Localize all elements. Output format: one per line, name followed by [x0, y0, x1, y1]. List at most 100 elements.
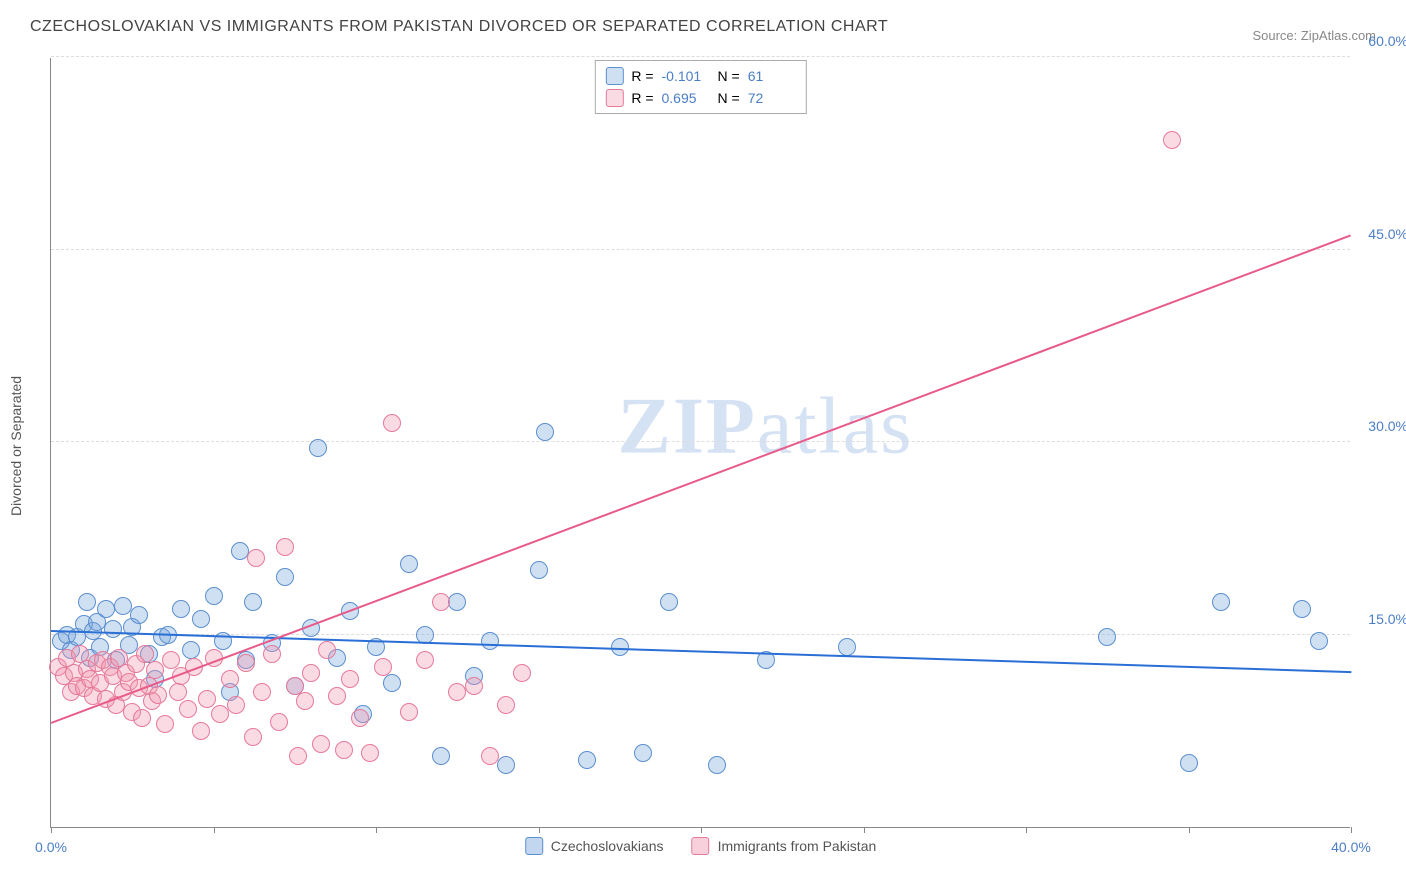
data-point	[481, 632, 499, 650]
legend-r-label: R =	[631, 68, 653, 84]
data-point	[432, 593, 450, 611]
data-point	[309, 439, 327, 457]
data-point	[465, 677, 483, 695]
legend-swatch	[692, 837, 710, 855]
data-point	[400, 555, 418, 573]
data-point	[1180, 754, 1198, 772]
data-point	[182, 641, 200, 659]
legend-row: R = -0.101 N = 61	[605, 65, 795, 87]
data-point	[400, 703, 418, 721]
data-point	[351, 709, 369, 727]
data-point	[318, 641, 336, 659]
x-tick-mark	[51, 827, 52, 833]
data-point	[416, 651, 434, 669]
legend-item: Immigrants from Pakistan	[692, 837, 877, 855]
x-tick-mark	[864, 827, 865, 833]
legend-n-label: N =	[718, 68, 740, 84]
x-tick-mark	[214, 827, 215, 833]
gridline	[51, 634, 1350, 635]
data-point	[192, 722, 210, 740]
data-point	[1098, 628, 1116, 646]
data-point	[289, 747, 307, 765]
data-point	[481, 747, 499, 765]
data-point	[130, 606, 148, 624]
legend-n-label: N =	[718, 90, 740, 106]
data-point	[97, 600, 115, 618]
data-point	[536, 423, 554, 441]
data-point	[497, 696, 515, 714]
x-tick-label: 40.0%	[1331, 839, 1371, 855]
y-axis-label: Divorced or Separated	[8, 376, 24, 516]
data-point	[838, 638, 856, 656]
data-point	[335, 741, 353, 759]
data-point	[296, 692, 314, 710]
data-point	[237, 654, 255, 672]
data-point	[104, 620, 122, 638]
data-point	[192, 610, 210, 628]
data-point	[211, 705, 229, 723]
data-point	[302, 664, 320, 682]
data-point	[253, 683, 271, 701]
data-point	[448, 593, 466, 611]
data-point	[513, 664, 531, 682]
gridline	[51, 441, 1350, 442]
legend-swatch	[525, 837, 543, 855]
y-tick-label: 30.0%	[1368, 418, 1406, 434]
data-point	[133, 709, 151, 727]
data-point	[247, 549, 265, 567]
data-point	[205, 587, 223, 605]
x-tick-mark	[1189, 827, 1190, 833]
correlation-legend: R = -0.101N = 61R = 0.695N = 72	[594, 60, 806, 114]
chart-title: CZECHOSLOVAKIAN VS IMMIGRANTS FROM PAKIS…	[30, 18, 888, 36]
data-point	[1293, 600, 1311, 618]
legend-label: Czechoslovakians	[551, 838, 664, 854]
data-point	[169, 683, 187, 701]
data-point	[270, 713, 288, 731]
series-legend: Czechoslovakians Immigrants from Pakistan	[525, 837, 877, 855]
legend-swatch	[605, 67, 623, 85]
x-tick-mark	[539, 827, 540, 833]
legend-label: Immigrants from Pakistan	[718, 838, 877, 854]
data-point	[156, 715, 174, 733]
x-tick-mark	[376, 827, 377, 833]
data-point	[198, 690, 216, 708]
data-point	[578, 751, 596, 769]
x-tick-mark	[1351, 827, 1352, 833]
y-tick-label: 45.0%	[1368, 226, 1406, 242]
data-point	[172, 600, 190, 618]
data-point	[383, 414, 401, 432]
plot-area: ZIPatlas R = -0.101N = 61R = 0.695N = 72…	[50, 58, 1350, 828]
legend-r-label: R =	[631, 90, 653, 106]
data-point	[530, 561, 548, 579]
legend-r-value: 0.695	[662, 90, 710, 106]
data-point	[383, 674, 401, 692]
data-point	[276, 568, 294, 586]
data-point	[179, 700, 197, 718]
data-point	[244, 593, 262, 611]
legend-swatch	[605, 89, 623, 107]
data-point	[244, 728, 262, 746]
data-point	[149, 686, 167, 704]
data-point	[432, 747, 450, 765]
gridline	[51, 56, 1350, 57]
data-point	[497, 756, 515, 774]
gridline	[51, 249, 1350, 250]
data-point	[1310, 632, 1328, 650]
y-tick-label: 60.0%	[1368, 33, 1406, 49]
data-point	[361, 744, 379, 762]
data-point	[227, 696, 245, 714]
data-point	[1163, 131, 1181, 149]
data-point	[634, 744, 652, 762]
data-point	[328, 687, 346, 705]
x-tick-mark	[1026, 827, 1027, 833]
watermark: ZIPatlas	[617, 382, 913, 473]
legend-n-value: 61	[748, 68, 796, 84]
data-point	[263, 645, 281, 663]
data-point	[276, 538, 294, 556]
x-tick-mark	[701, 827, 702, 833]
data-point	[114, 597, 132, 615]
legend-r-value: -0.101	[662, 68, 710, 84]
data-point	[341, 670, 359, 688]
source-attribution: Source: ZipAtlas.com	[1252, 28, 1376, 43]
data-point	[136, 645, 154, 663]
